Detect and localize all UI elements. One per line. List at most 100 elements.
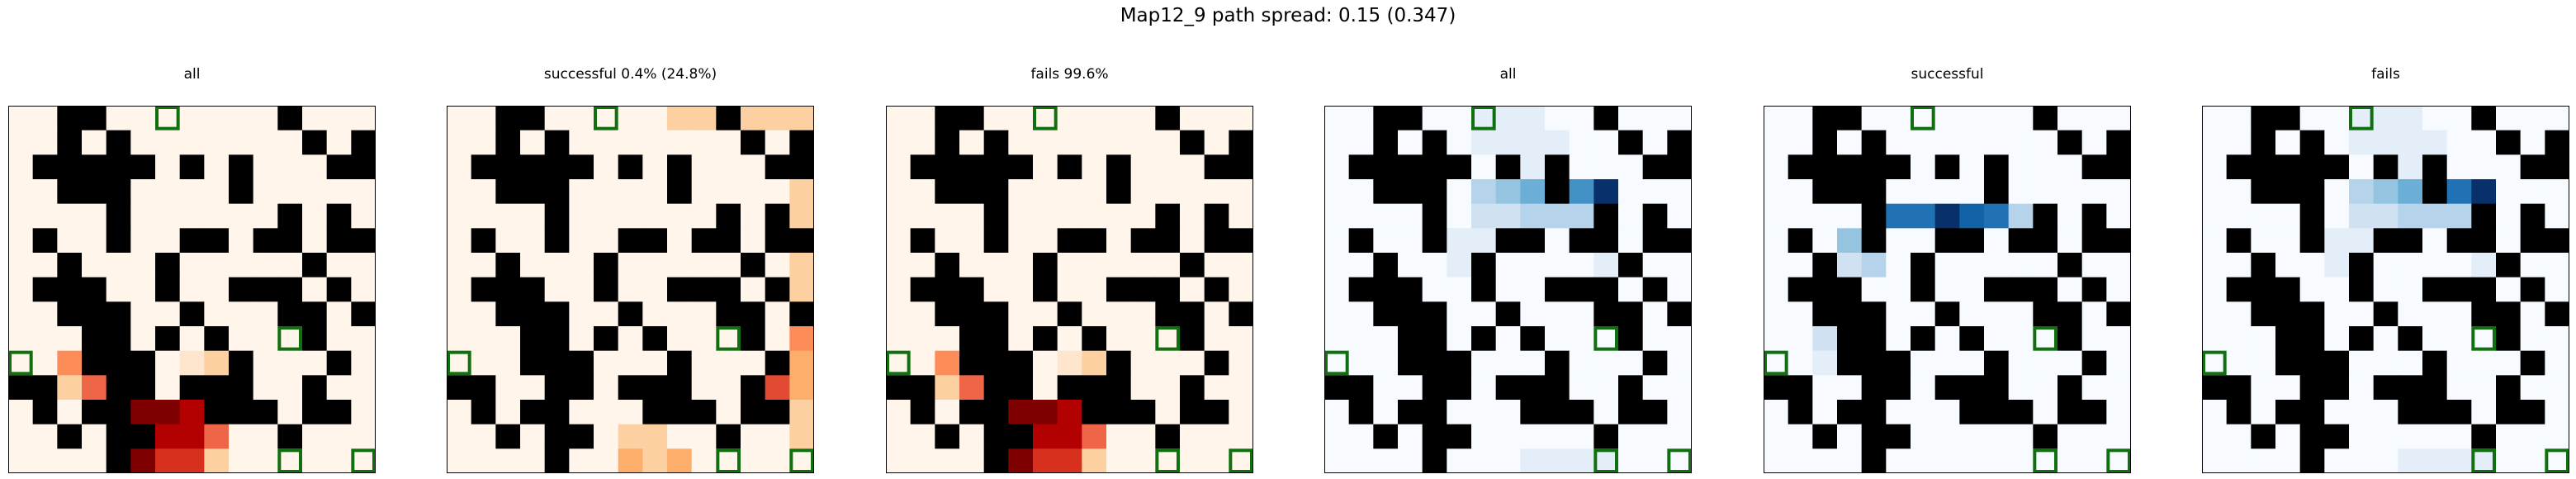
heat-cell (1618, 154, 1644, 180)
heat-cell (1495, 326, 1521, 352)
heat-cell (8, 203, 34, 229)
heat-cell (2202, 253, 2228, 278)
heat-cell (2057, 106, 2083, 131)
wall-cell (1569, 400, 1594, 425)
heat-cell (8, 277, 34, 302)
heat-cell (667, 203, 693, 229)
heat-cell (1398, 424, 1423, 449)
wall-cell (1398, 350, 1423, 376)
heat-cell (520, 130, 546, 155)
wall-cell (1812, 424, 1838, 449)
heat-cell (302, 154, 328, 180)
goal-marker (1229, 448, 1253, 473)
heat-cell (2033, 375, 2058, 401)
wall-cell (2324, 375, 2350, 401)
heat-cell (2398, 277, 2423, 302)
heat-cell (253, 375, 278, 401)
heat-cell (959, 448, 985, 473)
wall-cell (2422, 350, 2448, 376)
wall-cell (1130, 277, 1156, 302)
heat-cell (351, 350, 376, 376)
wall-cell (1057, 375, 1082, 401)
wall-cell (1204, 277, 1229, 302)
heat-cell (1204, 130, 1229, 155)
wall-cell (447, 375, 472, 401)
wall-cell (716, 424, 741, 449)
heat-cell (2545, 400, 2569, 425)
heat-cell (618, 203, 643, 229)
wall-cell (106, 203, 131, 229)
wall-cell (1033, 277, 1058, 302)
wall-cell (82, 154, 107, 180)
heat-cell (1471, 130, 1497, 155)
wall-cell (959, 400, 985, 425)
wall-cell (716, 106, 741, 131)
wall-cell (82, 301, 107, 327)
wall-cell (667, 179, 693, 205)
heat-cell (1764, 228, 1789, 254)
heat-cell (1545, 106, 1570, 131)
heat-cell (2545, 203, 2569, 229)
heat-cell (642, 448, 668, 473)
panel-title-4: all (1499, 66, 1517, 83)
heat-cell (155, 448, 181, 473)
wall-cell (1008, 424, 1034, 449)
heat-cell (1520, 350, 1546, 376)
heat-cell (2520, 448, 2545, 473)
heat-cell (1447, 400, 1472, 425)
heat-cell (1812, 448, 1838, 473)
wall-cell (106, 130, 131, 155)
heat-cell (1618, 203, 1644, 229)
heat-cell (2081, 448, 2107, 473)
heat-cell (886, 301, 912, 327)
heat-cell (495, 350, 521, 376)
heat-cell (1618, 448, 1644, 473)
heat-cell (642, 130, 668, 155)
heat-cell (1447, 277, 1472, 302)
heat-cell (2373, 326, 2398, 352)
wall-cell (1229, 130, 1253, 155)
heat-cell (1934, 277, 1960, 302)
heat-cell (716, 400, 741, 425)
heat-cell (1033, 130, 1058, 155)
goal-marker (2202, 350, 2227, 376)
wall-cell (179, 154, 205, 180)
heat-cell (1471, 424, 1497, 449)
wall-cell (1984, 154, 2010, 180)
heat-cell (2202, 203, 2228, 229)
heat-cell (1495, 130, 1521, 155)
heat-cell (2373, 106, 2398, 131)
heat-cell (1398, 253, 1423, 278)
goal-marker (1593, 448, 1619, 473)
heat-cell (57, 203, 83, 229)
heat-cell (1593, 350, 1619, 376)
heat-cell (1642, 301, 1668, 327)
heat-cell (1471, 203, 1497, 229)
wall-cell (2251, 154, 2276, 180)
heat-cell (886, 154, 912, 180)
wall-cell (983, 130, 1009, 155)
heat-cell (1984, 203, 2010, 229)
heat-cell (910, 203, 935, 229)
heat-cell (179, 277, 205, 302)
wall-cell (2422, 277, 2448, 302)
heat-cell (2398, 253, 2423, 278)
goal-marker (1155, 326, 1181, 351)
wall-cell (82, 350, 107, 376)
heat-cell (910, 130, 935, 155)
wall-cell (1984, 400, 2010, 425)
wall-cell (618, 301, 643, 327)
wall-cell (179, 228, 205, 254)
heat-cell (2373, 277, 2398, 302)
heat-cell (2398, 424, 2423, 449)
wall-cell (2299, 326, 2325, 352)
wall-cell (2081, 154, 2107, 180)
heat-cell (1984, 448, 2010, 473)
heat-cell (2349, 203, 2375, 229)
heat-cell (935, 375, 960, 401)
heat-cell (1545, 424, 1570, 449)
axes-frame (8, 106, 376, 473)
wall-cell (1398, 154, 1423, 180)
wall-cell (765, 400, 790, 425)
heat-cell (1130, 375, 1156, 401)
